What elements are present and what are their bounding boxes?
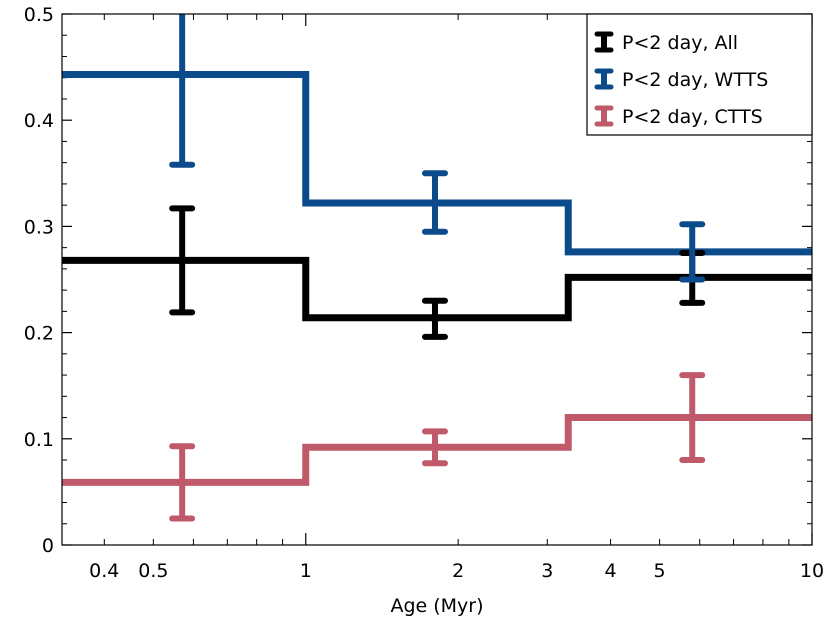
x-tick-label: 2	[452, 560, 464, 582]
x-tick-label: 3	[541, 560, 553, 582]
y-tick-labels: 0 0.1 0.2 0.3 0.4 0.5	[24, 4, 54, 557]
y-tick-label: 0	[42, 535, 54, 557]
x-tick-labels: 0.4 0.5 1 2 3 4 5 10	[89, 560, 824, 582]
x-tick-label: 10	[800, 560, 824, 582]
x-tick-label: 1	[300, 560, 312, 582]
x-tick-label: 0.5	[138, 560, 168, 582]
error-bars	[169, 14, 706, 522]
legend-box	[586, 13, 813, 136]
legend-label: P<2 day, WTTS	[622, 69, 768, 91]
plot-frame	[61, 13, 813, 546]
x-tick-label: 4	[604, 560, 616, 582]
x-tick-label: 5	[654, 560, 666, 582]
x-axis-title: Age (Myr)	[390, 595, 483, 617]
y-tick-label: 0.1	[24, 429, 54, 451]
y-tick-label: 0.2	[24, 323, 54, 345]
legend-label: P<2 day, All	[622, 32, 738, 54]
y-tick-label: 0.3	[24, 216, 54, 238]
legend-label: P<2 day, CTTS	[622, 106, 763, 128]
y-tick-label: 0.5	[24, 4, 54, 26]
y-tick-label: 0.4	[24, 110, 54, 132]
x-tick-label: 0.4	[89, 560, 119, 582]
legend: P<2 day, All P<2 day, WTTS P<2 day, CTTS	[586, 13, 813, 136]
